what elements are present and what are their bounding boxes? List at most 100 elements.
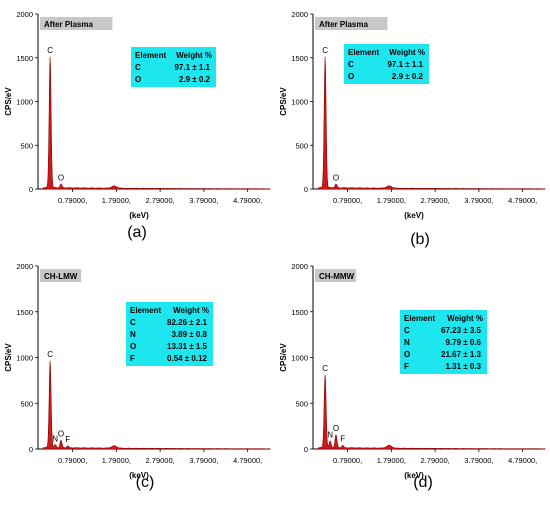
table-cell-element: O (404, 350, 410, 359)
table-cell-element: C (135, 63, 141, 72)
y-axis-label: CPS/eV (4, 343, 13, 372)
eds-panel-d: 0 500 1000 1500 2000 0.79000, 1.79000, 2.79000,… (275, 252, 550, 503)
table-cell-element: O (135, 75, 141, 84)
sample-tag: CH-LMW (44, 272, 78, 281)
table-header-weight: Weight % (447, 314, 483, 323)
x-axis-label: (keV) (129, 471, 149, 480)
x-axis-label: (keV) (404, 471, 424, 480)
table-cell-element: F (130, 354, 135, 363)
x-tick-label: 3.79000, (189, 196, 218, 205)
y-axis-label: CPS/eV (279, 343, 288, 372)
spectrum-area (42, 360, 271, 450)
y-tick-label: 500 (20, 399, 33, 408)
spectrum-area (317, 374, 546, 450)
x-tick-label: 0.79000, (58, 456, 87, 465)
y-tick-label: 2000 (291, 10, 308, 19)
peak-label-c: C (47, 350, 53, 359)
table-header-weight: Weight % (176, 51, 212, 60)
y-tick-label: 1500 (291, 308, 308, 317)
table-cell-element: C (130, 318, 136, 327)
y-tick-label: 500 (295, 399, 308, 408)
x-tick-label: 0.79000, (333, 456, 362, 465)
y-tick-label: 1000 (291, 354, 308, 363)
spectrum-area (42, 56, 271, 190)
composition-table (126, 302, 213, 366)
x-tick-label: 1.79000, (377, 196, 406, 205)
sample-tag-box (315, 17, 388, 30)
peak-label-n: N (52, 434, 58, 443)
table-cell-weight: 3.89 ± 0.8 (171, 330, 207, 339)
y-tick-label: 1500 (16, 54, 33, 63)
x-tick-label: 1.79000, (377, 456, 406, 465)
x-axis-label: (keV) (129, 211, 149, 220)
table-cell-element: F (404, 362, 409, 371)
y-tick-label: 1500 (16, 308, 33, 317)
sample-tag-box (315, 269, 357, 282)
table-cell-weight: 97.1 ± 1.1 (387, 60, 423, 69)
y-tick-label: 1000 (16, 98, 33, 107)
y-axis-label: CPS/eV (4, 87, 13, 116)
peak-label-n: N (327, 431, 333, 440)
table-cell-element: N (130, 330, 136, 339)
table-cell-weight: 2.9 ± 0.2 (179, 75, 211, 84)
y-tick-label: 2000 (16, 262, 33, 271)
table-cell-weight: 2.9 ± 0.2 (392, 72, 424, 81)
x-tick-label: 4.79000, (508, 196, 537, 205)
x-tick-label: 1.79000, (102, 456, 131, 465)
x-tick-label: 4.79000, (233, 456, 262, 465)
eds-chart-svg: 0 500 1000 1500 2000 0.79000, 1.79000, 2.79000,… (279, 262, 546, 491)
sample-tag: After Plasma (44, 20, 93, 29)
table-cell-element: C (404, 326, 410, 335)
x-tick-label: 2.79000, (146, 196, 175, 205)
sample-tag-box (40, 17, 113, 30)
table-cell-element: N (404, 338, 410, 347)
sample-tag: CH-MMW (319, 272, 355, 281)
table-cell-weight: 21.67 ± 1.3 (441, 350, 482, 359)
x-tick-label: 1.79000, (102, 196, 131, 205)
peak-label-f: F (65, 435, 70, 444)
x-tick-label: 3.79000, (464, 196, 493, 205)
table-header-element: Element (348, 48, 379, 57)
table-cell-element: O (130, 342, 136, 351)
sample-tag: After Plasma (319, 20, 368, 29)
table-cell-element: C (348, 60, 354, 69)
x-axis-label: (keV) (404, 211, 424, 220)
peak-label-o: O (58, 174, 64, 183)
table-cell-weight: 9.79 ± 0.6 (445, 338, 481, 347)
sample-tag-box (40, 269, 82, 282)
panel-label: (d) (413, 474, 433, 491)
table-cell-weight: 67.23 ± 3.5 (441, 326, 482, 335)
x-tick-label: 2.79000, (146, 456, 175, 465)
eds-panel-a: 0 500 1000 1500 2000 0.79000, 1.79000, 2.79000,… (0, 0, 275, 252)
peak-label-o: O (333, 424, 339, 433)
composition-table (344, 44, 429, 84)
table-cell-element: O (348, 72, 354, 81)
y-tick-label: 0 (29, 445, 33, 454)
peak-label-c: C (322, 364, 328, 373)
x-tick-label: 2.79000, (421, 456, 450, 465)
y-tick-label: 0 (29, 185, 33, 194)
y-tick-label: 2000 (291, 262, 308, 271)
composition-table (400, 310, 487, 374)
y-tick-label: 1000 (16, 354, 33, 363)
composition-table (131, 47, 216, 87)
table-cell-weight: 82.26 ± 2.1 (167, 318, 208, 327)
eds-panel-b: 0 500 1000 1500 2000 0.79000, 1.79000, 2.79000,… (275, 0, 550, 252)
table-header-element: Element (404, 314, 435, 323)
eds-chart-svg: 0 500 1000 1500 2000 0.79000, 1.79000, 2.79000,… (279, 10, 546, 248)
table-cell-weight: 13.31 ± 1.5 (167, 342, 208, 351)
eds-chart-svg: 0 500 1000 1500 2000 0.79000, 1.79000, 2.79000,… (4, 262, 271, 491)
y-tick-label: 0 (304, 445, 308, 454)
table-cell-weight: 1.31 ± 0.3 (445, 362, 481, 371)
x-tick-label: 0.79000, (58, 196, 87, 205)
x-tick-label: 2.79000, (421, 196, 450, 205)
table-cell-weight: 0.54 ± 0.12 (167, 354, 208, 363)
peak-label-o: O (333, 174, 339, 183)
x-tick-label: 3.79000, (189, 456, 218, 465)
y-tick-label: 500 (20, 141, 33, 150)
table-header-element: Element (130, 306, 161, 315)
panel-label: (a) (127, 224, 147, 241)
y-tick-label: 1500 (291, 54, 308, 63)
table-header-weight: Weight % (173, 306, 209, 315)
table-header-weight: Weight % (389, 48, 425, 57)
